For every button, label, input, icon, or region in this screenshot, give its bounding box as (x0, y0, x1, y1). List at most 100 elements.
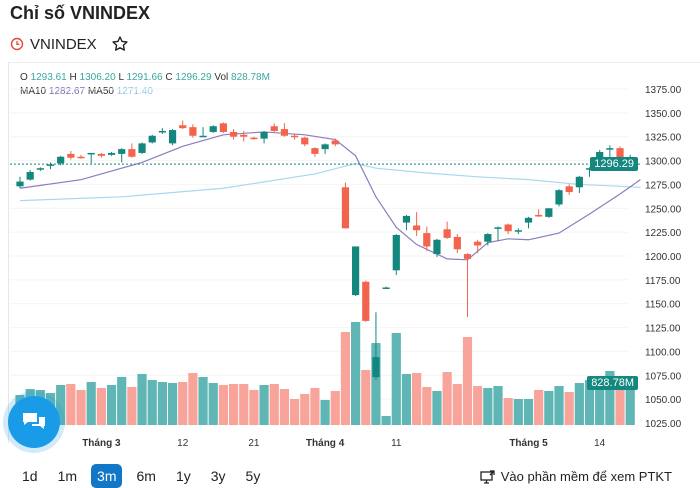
candle-body (67, 153, 75, 158)
candle-body (158, 130, 166, 133)
star-outline-icon[interactable] (111, 35, 129, 53)
range-5y[interactable]: 5y (245, 468, 261, 484)
candle-body (494, 227, 502, 229)
candle-body (382, 287, 390, 289)
candle-body (189, 127, 197, 136)
range-selector: 1d 1m 3m 6m 1y 3y 5y (16, 464, 266, 488)
volume-bar (574, 383, 584, 425)
x-tick-label: 11 (391, 438, 402, 449)
candle-body (474, 241, 482, 246)
volume-bar (462, 336, 473, 425)
volume-bar (625, 382, 635, 425)
volume-bar (259, 385, 269, 425)
last-volume-tag: 828.78M (587, 375, 638, 390)
candle-body (148, 135, 156, 143)
volume-bar (117, 376, 127, 425)
ma50-value: 1271.40 (116, 86, 153, 97)
volume-bar (147, 379, 157, 425)
volume-bar (351, 322, 361, 425)
volume-bar (239, 383, 249, 425)
volume-bar (584, 379, 595, 425)
chat-button[interactable] (8, 396, 60, 448)
candle-body (26, 172, 34, 180)
range-3m[interactable]: 3m (91, 464, 123, 488)
y-tick-label: 1075.00 (645, 371, 682, 382)
volume-bar (66, 383, 76, 425)
y-tick-label: 1250.00 (645, 204, 682, 215)
volume-bar (564, 392, 574, 425)
volume-bar (503, 397, 513, 425)
volume-bar (310, 387, 320, 425)
y-tick-label: 1050.00 (645, 395, 682, 406)
volume-bar (361, 369, 371, 425)
vol-value: 828.78M (231, 72, 270, 83)
candle-body (168, 130, 177, 144)
volume-bar (605, 370, 615, 425)
candle-body (260, 131, 268, 139)
low-label: L (118, 72, 124, 83)
volume-bar (452, 383, 462, 425)
candle-body (402, 215, 411, 223)
volume-bar (473, 386, 483, 425)
candle-body (453, 236, 461, 250)
y-tick-label: 1225.00 (645, 228, 682, 239)
candle-body (270, 126, 278, 131)
candle-body (433, 239, 441, 255)
candle-body (311, 148, 319, 154)
x-tick-label: 21 (248, 438, 260, 449)
volume-bar (137, 373, 147, 425)
volume-bar (432, 390, 442, 425)
volume-bar (513, 399, 523, 425)
chat-icon (23, 413, 45, 429)
volume-bar (615, 382, 625, 425)
range-1d[interactable]: 1d (22, 468, 38, 484)
candle-body (331, 140, 339, 145)
volume-bar (249, 389, 259, 425)
open-label: O (20, 72, 28, 83)
volume-bar (422, 386, 432, 425)
symbol-name: VNINDEX (30, 35, 97, 53)
candle-body (57, 156, 65, 164)
ma50-line (19, 162, 641, 202)
clock-icon (10, 37, 24, 51)
candle-body (585, 168, 594, 170)
candle-body (301, 137, 309, 145)
ma50-label: MA50 (87, 86, 114, 97)
ptkt-link[interactable]: Vào phần mềm để xem PTKT (480, 469, 672, 484)
candle-body (606, 148, 614, 150)
volume-bar (127, 386, 137, 425)
volume-bar (96, 387, 106, 425)
volume-bar (483, 387, 493, 425)
volume-bar (106, 385, 117, 425)
candle-body (219, 123, 227, 132)
candle-body (16, 181, 24, 187)
candle-body (138, 143, 146, 153)
range-1m[interactable]: 1m (57, 468, 78, 484)
vol-label: Vol (214, 72, 229, 83)
y-tick-label: 1200.00 (645, 252, 682, 263)
y-tick-label: 1100.00 (645, 347, 681, 358)
range-3y[interactable]: 3y (210, 468, 226, 484)
candle-body (484, 234, 492, 242)
symbol-row: VNINDEX (10, 35, 129, 53)
candle-body (280, 129, 289, 136)
candle-body (199, 135, 207, 138)
candle-body (46, 164, 55, 166)
volume-bar (493, 386, 503, 425)
volume-bar (198, 376, 208, 425)
range-6m[interactable]: 6m (136, 468, 156, 484)
volume-bar (76, 389, 86, 425)
volume-bar (167, 383, 178, 425)
volume-bar (56, 385, 66, 425)
volume-bar (554, 386, 564, 425)
high-value: 1306.20 (79, 72, 116, 83)
candle-body (209, 126, 217, 132)
y-tick-label: 1150.00 (645, 300, 681, 311)
candle-body (443, 229, 451, 238)
y-tick-label: 1300.00 (645, 157, 682, 168)
x-tick-label: Tháng 4 (305, 438, 345, 449)
range-1y[interactable]: 1y (175, 468, 191, 484)
x-tick-label: Tháng 5 (509, 438, 548, 449)
volume-bar (330, 390, 340, 425)
